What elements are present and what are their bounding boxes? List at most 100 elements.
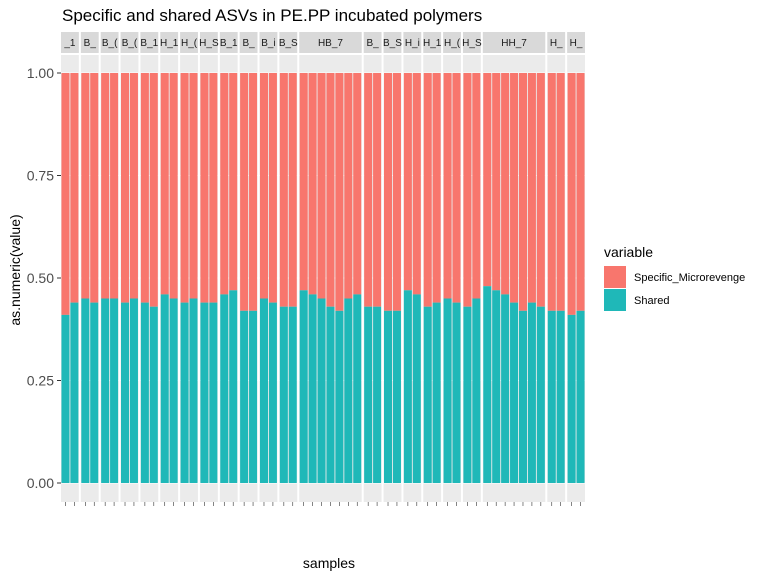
bar-specific [268,73,277,303]
facet-strip [199,32,218,53]
facet-panel [120,55,139,502]
bar-shared [101,298,110,483]
facet-strip [239,32,258,53]
facet-strip [279,32,298,53]
bar-shared [299,290,308,483]
bar-shared [567,314,576,483]
bar-shared [200,302,209,483]
facet-strip [80,32,99,53]
bar-specific [412,73,421,295]
bar-shared [518,310,527,483]
bar-shared [373,306,382,483]
facet-label: H_ [570,38,583,49]
bar-specific [169,73,178,299]
bar-shared [463,306,472,483]
facet-label: H_S [199,38,219,49]
facet-label: B_i [261,38,275,49]
bar-specific [160,73,169,295]
legend-title: variable [604,244,653,260]
facet-panel [482,55,546,502]
bar-shared [483,286,492,483]
bar-specific [463,73,472,307]
x-axis-ticks [65,502,581,506]
facet-strip [219,32,238,53]
facet-strip [403,32,422,53]
bar-shared [220,294,229,483]
bar-specific [220,73,229,295]
bar-shared [576,310,585,483]
facet-panel [279,55,298,502]
facet-strip [547,32,566,53]
bar-shared [392,310,401,483]
bar-specific [364,73,373,307]
bar-specific [403,73,412,291]
chart-title: Specific and shared ASVs in PE.PP incuba… [62,6,482,25]
facet-panel [547,55,566,502]
bar-shared [335,310,344,483]
bar-specific [384,73,393,311]
bar-shared [279,306,288,483]
bar-specific [101,73,110,299]
legend: variable Specific_Microrevenge Shared [604,244,745,311]
bar-shared [326,306,335,483]
bar-shared [70,302,79,483]
facet-strip [180,32,198,53]
facet-label: B_( [102,38,118,49]
bar-shared [547,310,556,483]
x-axis-title: samples [303,555,355,571]
bar-shared [209,302,218,483]
facet-label: _1 [63,38,76,49]
bar-specific [81,73,90,299]
bar-shared [160,294,169,483]
legend-label-specific: Specific_Microrevenge [634,272,745,284]
bar-shared [81,298,90,483]
facet-strip [61,32,79,53]
bar-specific [432,73,441,303]
facet-panel [180,55,198,502]
bar-shared [452,302,461,483]
bar-specific [249,73,258,311]
facet-label: H_S [462,38,482,49]
bar-shared [443,298,452,483]
facet-panel [140,55,159,502]
facet-label: H_( [444,38,461,49]
bar-specific [335,73,344,311]
bar-shared [229,290,238,483]
facet-label: H_( [181,38,198,49]
facet-panel [239,55,258,502]
bar-shared [121,302,130,483]
legend-label-shared: Shared [634,295,669,307]
bar-specific [259,73,268,299]
y-tick-label: 0.00 [27,475,54,491]
bar-specific [229,73,238,291]
bar-shared [140,302,149,483]
bar-specific [392,73,401,311]
y-axis-title: as.numeric(value) [7,214,23,325]
bar-shared [501,294,510,483]
bar-shared [556,310,565,483]
bar-shared [317,298,326,483]
bar-shared [240,310,249,483]
bar-shared [169,298,178,483]
bar-specific [547,73,556,311]
bar-specific [61,73,70,315]
y-tick-label: 0.75 [27,168,54,184]
facet-strip [299,32,362,53]
facet-panel [363,55,382,502]
facet-panel [383,55,402,502]
facet-strip [383,32,402,53]
y-axis: 0.00 0.25 0.50 0.75 1.00 [27,65,61,491]
y-tick-label: 1.00 [27,65,54,81]
bar-specific [344,73,353,299]
bar-specific [326,73,335,307]
bar-specific [189,73,198,299]
facet-panels [61,55,585,502]
facet-strip [423,32,442,53]
y-tick-label: 0.25 [27,373,54,389]
facet-label: HB_7 [318,38,343,49]
bar-specific [110,73,119,299]
facet-label: B_S [383,38,402,49]
bar-specific [279,73,288,307]
facet-label: H_1 [423,38,442,49]
bar-specific [501,73,510,295]
